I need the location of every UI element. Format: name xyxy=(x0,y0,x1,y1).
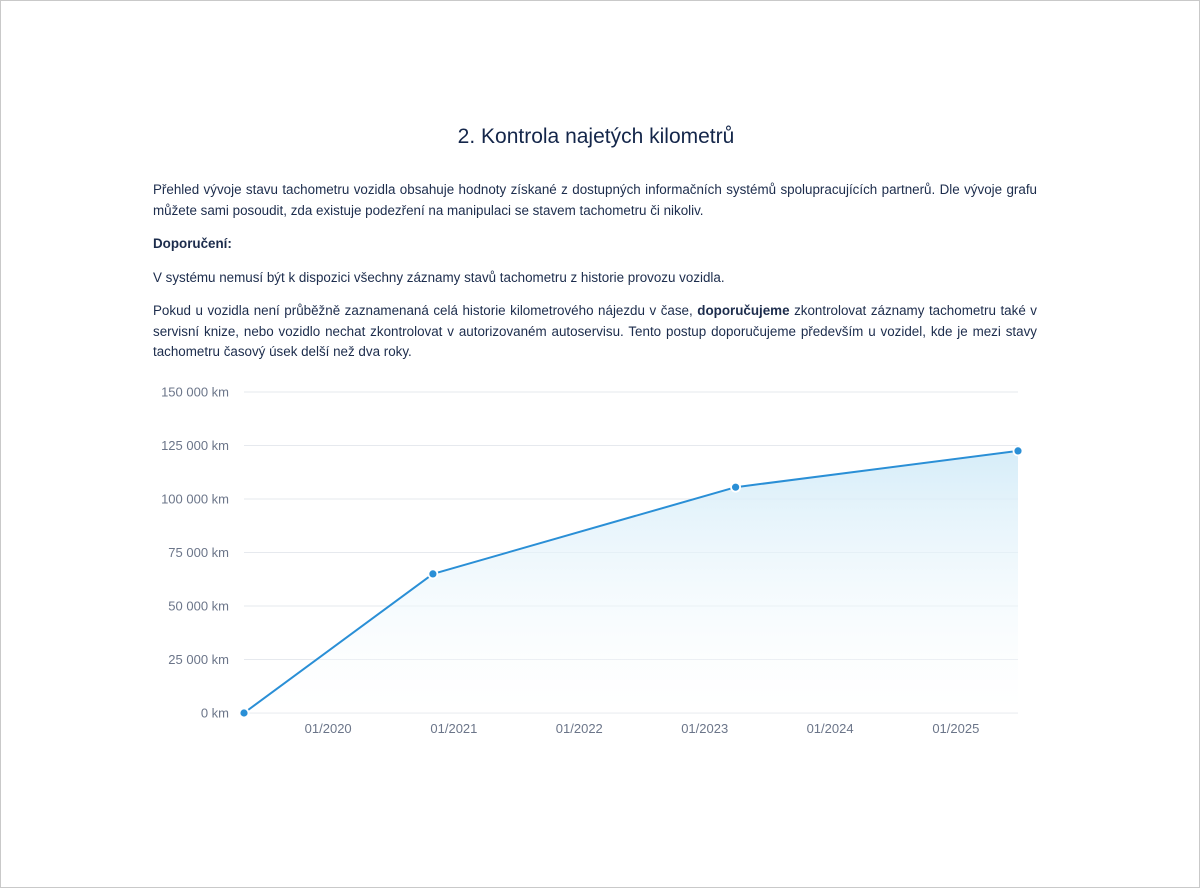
intro-paragraph: Přehled vývoje stavu tachometru vozidla … xyxy=(153,182,1037,218)
recommendation-heading: Doporučení: xyxy=(153,236,232,251)
data-point[interactable] xyxy=(427,568,439,580)
advice-paragraph: Pokud u vozidla není průběžně zaznamenan… xyxy=(153,301,1037,363)
advice-text-start: Pokud u vozidla není průběžně zaznamenan… xyxy=(153,303,698,318)
note-paragraph: V systému nemusí být k dispozici všechny… xyxy=(153,269,725,285)
x-axis-labels: 01/2020 01/2021 01/2022 01/2023 01/2024 01/20… xyxy=(305,721,980,736)
chart-line-layer xyxy=(243,449,1019,714)
content-body: Přehled vývoje stavu tachometru vozidla … xyxy=(153,180,1037,376)
x-tick-label: 01/2022 xyxy=(556,721,603,736)
y-tick-label: 150 000 km xyxy=(161,385,229,400)
y-tick-label: 50 000 km xyxy=(168,599,229,614)
data-point[interactable] xyxy=(1012,445,1024,457)
chart-points xyxy=(238,445,1024,719)
advice-text-end: zkontrolovat záznamy tachometru také v s… xyxy=(153,303,1038,359)
x-tick-label: 01/2021 xyxy=(430,721,477,736)
x-tick-label: 01/2025 xyxy=(932,721,979,736)
section-title: 2. Kontrola najetých kilometrů xyxy=(457,125,735,148)
odometer-chart: 0 km 25 000 km 50 000 km 75 000 km 100 000 k… xyxy=(0,370,1200,760)
x-tick-label: 01/2024 xyxy=(807,721,854,736)
series-area xyxy=(244,450,1018,713)
y-tick-label: 0 km xyxy=(201,706,229,721)
data-point[interactable] xyxy=(238,707,250,719)
x-tick-label: 01/2020 xyxy=(305,721,352,736)
x-tick-label: 01/2023 xyxy=(681,721,728,736)
y-tick-label: 25 000 km xyxy=(168,652,229,667)
y-tick-label: 100 000 km xyxy=(161,492,229,507)
y-tick-label: 75 000 km xyxy=(168,545,229,560)
advice-emphasis: doporučujeme xyxy=(697,303,790,318)
chart-area-layer xyxy=(244,450,1018,713)
series-line xyxy=(243,449,1019,714)
y-axis-labels: 0 km 25 000 km 50 000 km 75 000 km 100 000 k… xyxy=(161,385,229,721)
y-tick-label: 125 000 km xyxy=(161,438,229,453)
data-point[interactable] xyxy=(730,481,741,493)
odometer-chart-svg: 0 km 25 000 km 50 000 km 75 000 km 100 000 k… xyxy=(161,385,1024,736)
